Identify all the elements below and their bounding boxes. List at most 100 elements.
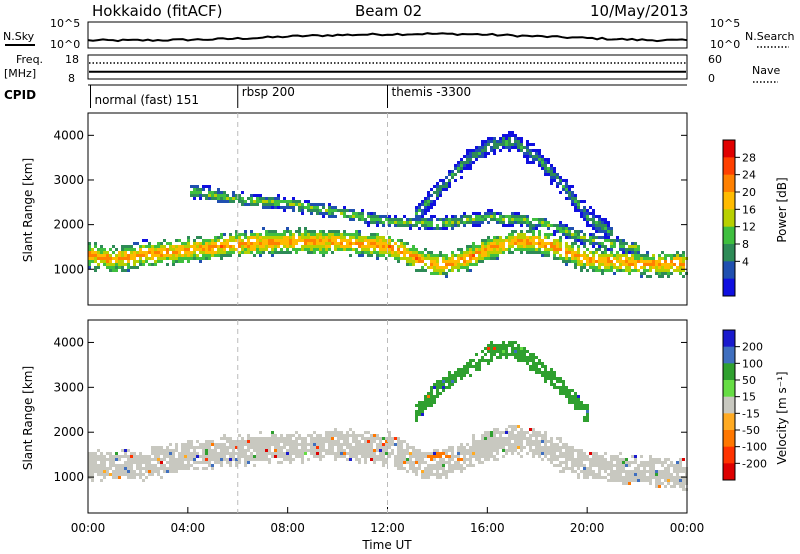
heatmap-cell [643, 470, 646, 473]
cpid-segment-label: normal (fast) 151 [94, 93, 198, 107]
heatmap-cell [559, 191, 562, 194]
heatmap-cell [595, 269, 598, 272]
heatmap-cell [493, 143, 496, 146]
heatmap-cell [574, 233, 577, 236]
heatmap-cell [454, 263, 457, 266]
heatmap-cell [604, 218, 607, 221]
heatmap-cell [103, 467, 106, 470]
heatmap-cell [640, 470, 643, 473]
heatmap-cell [169, 242, 172, 245]
heatmap-cell [622, 254, 625, 257]
heatmap-cell [586, 260, 589, 263]
heatmap-cell [514, 146, 517, 149]
heatmap-cell [316, 452, 319, 455]
heatmap-cell [529, 161, 532, 164]
heatmap-cell [310, 230, 313, 233]
heatmap-cell [571, 455, 574, 458]
heatmap-cell [226, 461, 229, 464]
heatmap-cell [544, 371, 547, 374]
heatmap-cell [250, 203, 253, 206]
heatmap-cell [298, 230, 301, 233]
heatmap-cell [343, 212, 346, 215]
heatmap-cell [523, 146, 526, 149]
heatmap-cell [574, 449, 577, 452]
heatmap-cell [424, 212, 427, 215]
heatmap-cell [325, 236, 328, 239]
heatmap-cell [451, 452, 454, 455]
heatmap-cell [676, 470, 679, 473]
heatmap-cell [259, 431, 262, 434]
heatmap-cell [415, 206, 418, 209]
heatmap-cell [502, 347, 505, 350]
heatmap-cell [256, 236, 259, 239]
heatmap-cell [250, 230, 253, 233]
heatmap-cell [199, 446, 202, 449]
heatmap-cell [568, 257, 571, 260]
x-tick-label: 08:00 [270, 521, 305, 535]
heatmap-cell [520, 239, 523, 242]
heatmap-cell [496, 458, 499, 461]
heatmap-cell [331, 209, 334, 212]
heatmap-cell [544, 374, 547, 377]
heatmap-cell [268, 245, 271, 248]
heatmap-cell [241, 452, 244, 455]
heatmap-cell [463, 368, 466, 371]
heatmap-cell [640, 260, 643, 263]
heatmap-cell [514, 212, 517, 215]
heatmap-cell [439, 464, 442, 467]
heatmap-cell [229, 437, 232, 440]
heatmap-cell [253, 446, 256, 449]
heatmap-cell [385, 458, 388, 461]
heatmap-cell [583, 464, 586, 467]
heatmap-cell [160, 251, 163, 254]
heatmap-cell [466, 167, 469, 170]
heatmap-cell [325, 434, 328, 437]
colorbar-tick-label: -15 [742, 407, 760, 420]
heatmap-cell [181, 461, 184, 464]
heatmap-cell [439, 473, 442, 476]
heatmap-cell [292, 209, 295, 212]
heatmap-cell [265, 203, 268, 206]
heatmap-cell [124, 464, 127, 467]
heatmap-cell [367, 245, 370, 248]
heatmap-cell [574, 251, 577, 254]
heatmap-cell [220, 458, 223, 461]
heatmap-cell [595, 215, 598, 218]
heatmap-cell [544, 452, 547, 455]
heatmap-cell [346, 233, 349, 236]
heatmap-cell [625, 269, 628, 272]
heatmap-cell [496, 242, 499, 245]
heatmap-cell [475, 362, 478, 365]
heatmap-cell [136, 461, 139, 464]
heatmap-cell [142, 461, 145, 464]
heatmap-cell [172, 254, 175, 257]
heatmap-cell [484, 257, 487, 260]
heatmap-cell [508, 236, 511, 239]
heatmap-cell [142, 254, 145, 257]
heatmap-cell [289, 206, 292, 209]
heatmap-cell [361, 215, 364, 218]
heatmap-cell [421, 401, 424, 404]
heatmap-cell [148, 248, 151, 251]
heatmap-cell [502, 251, 505, 254]
heatmap-cell [331, 233, 334, 236]
heatmap-cell [235, 197, 238, 200]
heatmap-cell [664, 476, 667, 479]
heatmap-cell [346, 443, 349, 446]
heatmap-cell [574, 206, 577, 209]
heatmap-cell [196, 446, 199, 449]
heatmap-cell [673, 254, 676, 257]
heatmap-cell [253, 242, 256, 245]
heatmap-cell [550, 455, 553, 458]
heatmap-cell [610, 248, 613, 251]
heatmap-cell [211, 251, 214, 254]
heatmap-cell [592, 464, 595, 467]
heatmap-cell [178, 452, 181, 455]
heatmap-cell [121, 449, 124, 452]
heatmap-cell [505, 440, 508, 443]
heatmap-cell [394, 437, 397, 440]
heatmap-cell [550, 437, 553, 440]
heatmap-cell [643, 257, 646, 260]
heatmap-cell [532, 233, 535, 236]
heatmap-cell [649, 269, 652, 272]
